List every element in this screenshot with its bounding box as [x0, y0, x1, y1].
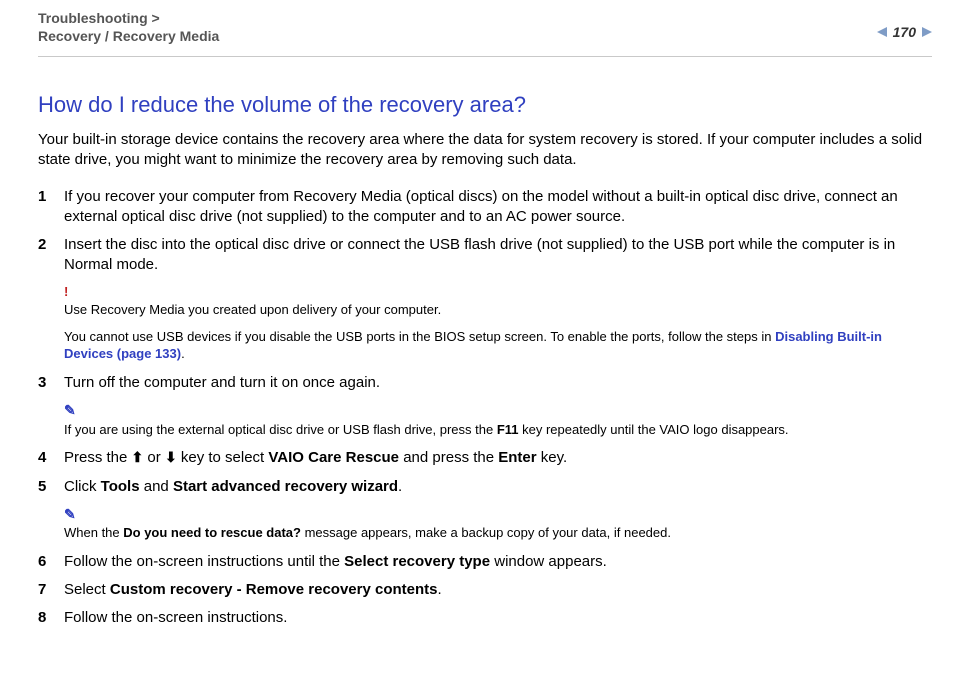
step-8: 8 Follow the on-screen instructions. [38, 608, 932, 628]
breadcrumb: Troubleshooting > Recovery / Recovery Me… [38, 10, 932, 45]
step-number: 3 [38, 373, 64, 393]
step-number: 7 [38, 580, 64, 600]
step-number: 8 [38, 608, 64, 628]
breadcrumb-line2: Recovery / Recovery Media [38, 28, 219, 44]
note-text-pre: You cannot use USB devices if you disabl… [64, 329, 775, 344]
down-arrow-icon: ⬇ [165, 448, 177, 467]
t: and [140, 478, 173, 495]
t: key to select [177, 449, 269, 466]
step-text: Follow the on-screen instructions until … [64, 552, 932, 572]
tip-pre: If you are using the external optical di… [64, 422, 497, 437]
page-number: 170 [893, 24, 916, 40]
header-rule [38, 56, 932, 57]
t: Follow the on-screen instructions until … [64, 553, 344, 570]
step-6: 6 Follow the on-screen instructions unti… [38, 552, 932, 572]
t: Press the [64, 449, 132, 466]
usb-note: You cannot use USB devices if you disabl… [64, 329, 932, 363]
t: message appears, make a backup copy of y… [301, 525, 671, 540]
step-number: 2 [38, 235, 64, 276]
step-7: 7 Select Custom recovery - Remove recove… [38, 580, 932, 600]
b: Custom recovery - Remove recovery conten… [110, 581, 438, 598]
t: window appears. [490, 553, 607, 570]
content: How do I reduce the volume of the recove… [38, 92, 932, 637]
t: or [143, 449, 165, 466]
pencil-icon: ✎ [64, 401, 932, 419]
step-4: 4 Press the ⬆ or ⬇ key to select VAIO Ca… [38, 448, 932, 468]
step-number: 1 [38, 187, 64, 228]
intro-paragraph: Your built-in storage device contains th… [38, 130, 932, 171]
b: Select recovery type [344, 553, 490, 570]
step-text: Select Custom recovery - Remove recovery… [64, 580, 932, 600]
step-text: Follow the on-screen instructions. [64, 608, 932, 628]
header: Troubleshooting > Recovery / Recovery Me… [38, 10, 932, 54]
tip-text: If you are using the external optical di… [64, 422, 932, 439]
step-number: 6 [38, 552, 64, 572]
t: . [438, 581, 442, 598]
b: Enter [498, 449, 536, 466]
next-page-icon[interactable] [922, 27, 932, 37]
step-5: 5 Click Tools and Start advanced recover… [38, 477, 932, 497]
note-text-post: . [181, 346, 185, 361]
prev-page-icon[interactable] [877, 27, 887, 37]
warning-text: Use Recovery Media you created upon deli… [64, 302, 932, 319]
b: VAIO Care Rescue [268, 449, 399, 466]
step-3: 3 Turn off the computer and turn it on o… [38, 373, 932, 393]
tip-text: When the Do you need to rescue data? mes… [64, 525, 932, 542]
t: Select [64, 581, 110, 598]
step-text: Insert the disc into the optical disc dr… [64, 235, 932, 276]
warning-note: ! Use Recovery Media you created upon de… [64, 284, 932, 320]
step-number: 4 [38, 448, 64, 468]
warning-icon: ! [64, 284, 932, 301]
b: Do you need to rescue data? [123, 525, 301, 540]
tip-note-rescue: ✎ When the Do you need to rescue data? m… [64, 505, 932, 542]
step-2: 2 Insert the disc into the optical disc … [38, 235, 932, 276]
step-1: 1 If you recover your computer from Reco… [38, 187, 932, 228]
b: Tools [101, 478, 140, 495]
page-number-nav: 170 [877, 24, 932, 40]
step-number: 5 [38, 477, 64, 497]
t: Click [64, 478, 101, 495]
b: Start advanced recovery wizard [173, 478, 398, 495]
step-text: Press the ⬆ or ⬇ key to select VAIO Care… [64, 448, 932, 468]
tip-key: F11 [497, 422, 519, 437]
tip-post: key repeatedly until the VAIO logo disap… [519, 422, 789, 437]
breadcrumb-line1: Troubleshooting > [38, 10, 160, 26]
step-text: Click Tools and Start advanced recovery … [64, 477, 932, 497]
step-text: If you recover your computer from Recove… [64, 187, 932, 228]
pencil-icon: ✎ [64, 505, 932, 523]
step-text: Turn off the computer and turn it on onc… [64, 373, 932, 393]
page-root: Troubleshooting > Recovery / Recovery Me… [0, 0, 954, 674]
t: and press the [399, 449, 498, 466]
page-title: How do I reduce the volume of the recove… [38, 92, 932, 118]
up-arrow-icon: ⬆ [132, 448, 144, 467]
tip-note-f11: ✎ If you are using the external optical … [64, 401, 932, 438]
t: When the [64, 525, 123, 540]
t: key. [537, 449, 568, 466]
t: . [398, 478, 402, 495]
